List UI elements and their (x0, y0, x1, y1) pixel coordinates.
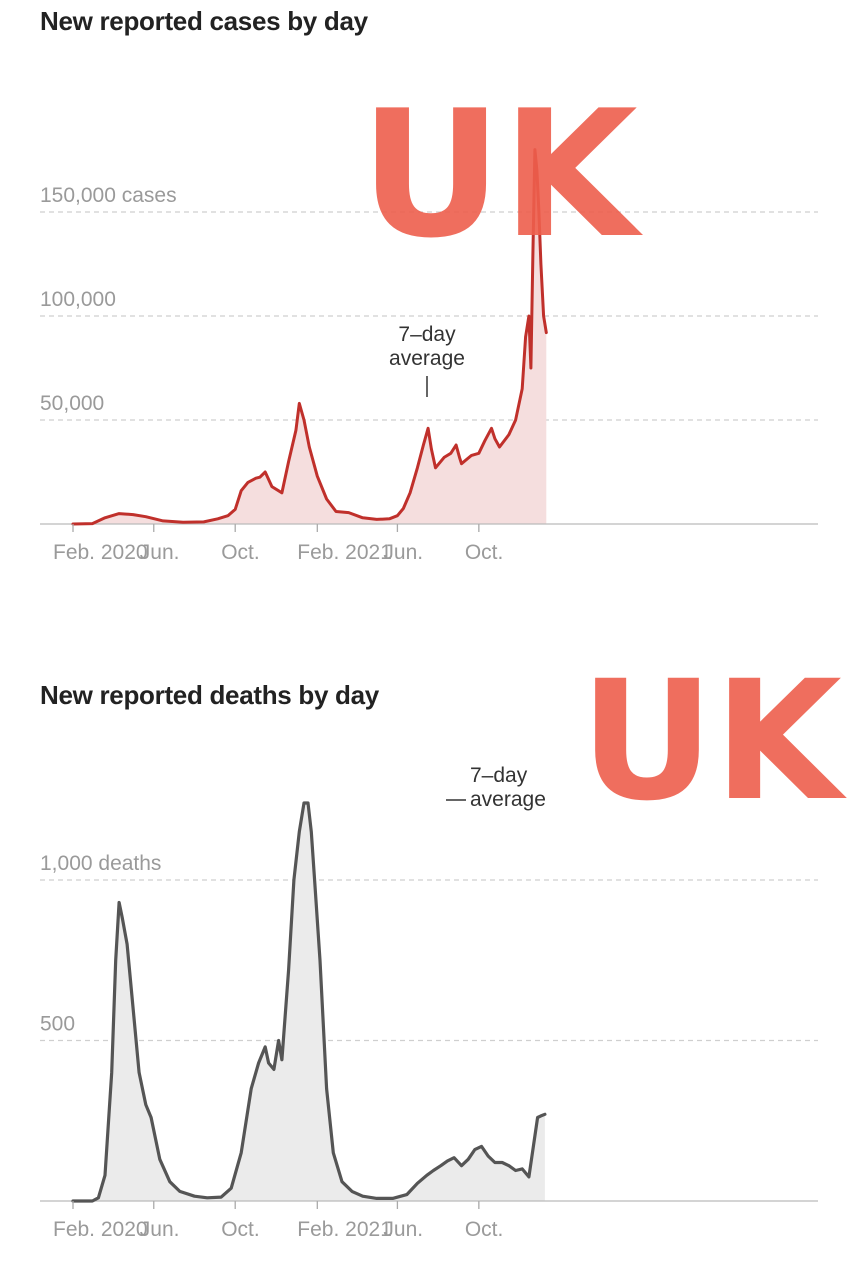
series-area (73, 803, 545, 1201)
y-tick-label: 100,000 (40, 288, 116, 311)
y-tick-label: 1,000 deaths (40, 852, 161, 875)
x-tick-label: Oct. (221, 541, 260, 564)
y-tick-label: 150,000 cases (40, 184, 177, 207)
cases-chart-title: New reported cases by day (40, 6, 368, 36)
x-tick-label: Jun. (383, 541, 423, 564)
annotation-line2: average (470, 788, 546, 811)
x-tick-label: Oct. (465, 541, 504, 564)
y-tick-label: 500 (40, 1013, 75, 1036)
x-tick-label: Jun. (140, 541, 180, 564)
annotation-line1: 7–day (470, 764, 528, 787)
annotation-line1: 7–day (398, 323, 456, 346)
deaths-chart-title: New reported deaths by day (40, 680, 379, 710)
x-tick-label: Feb. 2021 (297, 541, 392, 564)
x-tick-label: Oct. (465, 1218, 504, 1241)
x-tick-label: Feb. 2020 (53, 1218, 148, 1241)
annotation-line2: average (389, 347, 465, 370)
x-tick-label: Feb. 2020 (53, 541, 148, 564)
x-tick-label: Jun. (140, 1218, 180, 1241)
x-tick-label: Feb. 2021 (297, 1218, 392, 1241)
x-tick-label: Jun. (383, 1218, 423, 1241)
y-tick-label: 50,000 (40, 392, 104, 415)
series-line (71, 801, 547, 1203)
series-line (71, 148, 548, 526)
x-tick-label: Oct. (221, 1218, 260, 1241)
